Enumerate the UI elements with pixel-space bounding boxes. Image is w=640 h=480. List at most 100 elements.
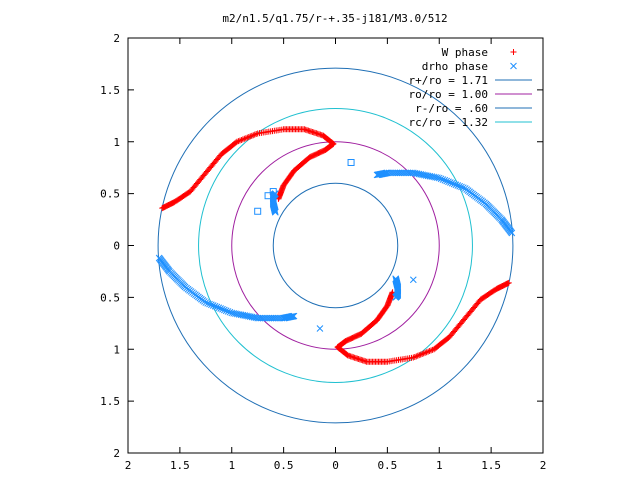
data-point	[204, 299, 212, 307]
data-point	[215, 304, 223, 312]
data-point	[220, 306, 228, 314]
data-point	[448, 179, 456, 187]
data-point	[428, 347, 435, 354]
x-tick-label: 1	[436, 459, 443, 472]
data-point	[459, 184, 467, 192]
data-point	[253, 131, 260, 138]
data-point	[244, 134, 251, 141]
data-point	[247, 133, 254, 140]
data-point	[416, 352, 423, 359]
data-point	[222, 307, 230, 315]
data-series	[155, 126, 516, 365]
data-point	[411, 353, 418, 360]
data-point	[420, 350, 427, 357]
data-point	[426, 348, 433, 355]
square-point	[264, 192, 272, 200]
data-point	[510, 62, 517, 70]
data-point	[425, 348, 432, 355]
square-point	[269, 188, 277, 196]
data-point	[250, 132, 257, 139]
y-tick-label: 0	[113, 240, 120, 253]
data-point	[445, 178, 452, 186]
data-point	[454, 182, 462, 189]
legend-label: drho phase	[422, 60, 488, 73]
data-point	[219, 305, 226, 313]
data-point	[447, 179, 454, 186]
data-point	[211, 302, 219, 310]
data-point	[417, 351, 424, 358]
data-point	[392, 294, 400, 301]
data-point	[248, 132, 255, 139]
data-point	[245, 134, 252, 141]
data-point	[452, 181, 460, 189]
data-point	[271, 190, 279, 197]
data-point	[413, 353, 420, 360]
data-point	[206, 300, 213, 308]
chart-title: m2/n1.5/q1.75/r-+.35-j181/M3.0/512	[222, 12, 447, 25]
data-point	[226, 308, 234, 316]
data-point	[242, 135, 249, 142]
x-tick-label: 1.5	[481, 459, 501, 472]
data-point	[423, 349, 430, 356]
reference-circles	[157, 67, 514, 424]
circle-0	[157, 67, 514, 424]
data-point	[241, 135, 248, 142]
data-point	[439, 176, 447, 183]
data-point	[419, 350, 426, 357]
data-point	[316, 325, 324, 332]
data-point	[409, 276, 417, 284]
y-tick-label: 2	[113, 32, 120, 45]
data-point	[441, 176, 449, 184]
data-point	[209, 302, 217, 309]
square-point	[254, 207, 262, 215]
data-point	[422, 349, 429, 356]
data-point	[202, 299, 210, 306]
legend-label: W phase	[442, 46, 488, 59]
y-tick-label: 1.5	[100, 395, 120, 408]
data-point	[233, 138, 240, 145]
y-tick-label: 1	[113, 136, 120, 149]
data-point	[235, 138, 242, 145]
data-point	[224, 308, 232, 315]
x-tick-label: 1	[228, 459, 235, 472]
data-point	[232, 139, 239, 146]
y-tick-label: 0.5	[100, 291, 120, 304]
data-point	[238, 136, 245, 143]
circle-2	[272, 182, 399, 309]
data-point	[251, 131, 258, 138]
data-point	[236, 137, 243, 144]
data-point	[431, 346, 438, 353]
axis-ticks: 2 1.5 1 0.5 0 0.5 1 1.5 221.510.500.511.52	[100, 32, 546, 472]
data-point	[429, 346, 436, 353]
x-tick-label: 0.5	[377, 459, 397, 472]
square-point	[347, 159, 355, 166]
series-1	[155, 169, 516, 332]
legend-label: r-/ro = .60	[415, 102, 488, 115]
square-points	[254, 159, 355, 215]
y-tick-label: 0.5	[100, 188, 120, 201]
data-point	[456, 182, 463, 190]
data-point	[208, 301, 215, 309]
data-point	[432, 345, 439, 352]
data-point	[217, 305, 224, 312]
circle-1	[231, 141, 440, 350]
y-tick-label: 1	[113, 343, 120, 356]
data-point	[239, 136, 246, 143]
legend-label: ro/ro = 1.00	[409, 88, 488, 101]
x-tick-label: 1.5	[170, 459, 190, 472]
x-tick-label: 0	[332, 459, 339, 472]
data-point	[458, 183, 465, 191]
data-point	[437, 175, 445, 183]
data-point	[213, 303, 221, 311]
legend-label: r+/ro = 1.71	[409, 74, 488, 87]
data-point	[290, 312, 298, 320]
circle-3	[198, 108, 473, 383]
y-tick-label: 1.5	[100, 84, 120, 97]
x-tick-label: 2	[540, 459, 547, 472]
data-point	[461, 185, 469, 192]
data-point	[373, 171, 381, 179]
data-point	[443, 177, 451, 185]
series-0	[159, 126, 512, 365]
